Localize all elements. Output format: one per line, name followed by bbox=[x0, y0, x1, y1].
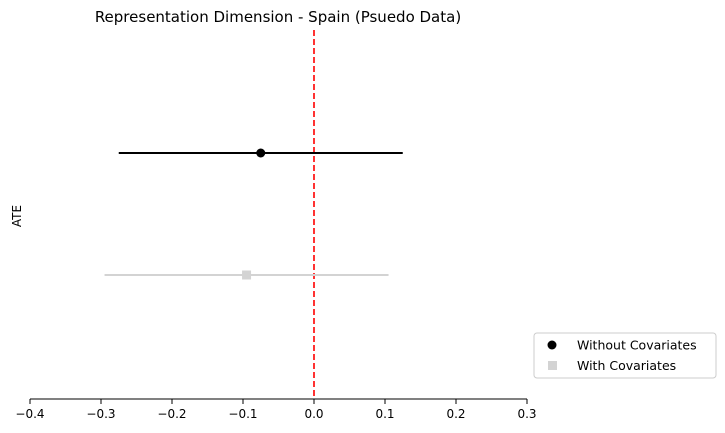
point-estimate-without-covariates bbox=[256, 148, 266, 158]
chart-title: Representation Dimension - Spain (Psuedo… bbox=[95, 8, 461, 26]
y-axis-label: ATE bbox=[10, 205, 24, 227]
x-tick-label: −0.3 bbox=[86, 407, 115, 421]
x-tick-label: 0.2 bbox=[446, 407, 465, 421]
legend-label-without-covariates: Without Covariates bbox=[577, 338, 697, 353]
legend: Without Covariates With Covariates bbox=[533, 332, 717, 379]
x-tick-label: 0.3 bbox=[517, 407, 536, 421]
x-tick-label: −0.4 bbox=[15, 407, 44, 421]
x-tick-label: 0.0 bbox=[304, 407, 323, 421]
legend-square-marker bbox=[548, 361, 557, 370]
x-tick-label: 0.1 bbox=[375, 407, 394, 421]
point-estimate-with-covariates bbox=[242, 270, 252, 280]
legend-label-with-covariates: With Covariates bbox=[577, 358, 676, 373]
x-tick-label: −0.2 bbox=[157, 407, 186, 421]
x-tick-label: −0.1 bbox=[228, 407, 257, 421]
legend-circle-marker bbox=[547, 340, 557, 350]
legend-box bbox=[533, 332, 717, 379]
x-ticks: −0.4 −0.3 −0.2 −0.1 0.0 0.1 0.2 0.3 bbox=[15, 399, 537, 421]
series-group bbox=[104, 148, 403, 280]
